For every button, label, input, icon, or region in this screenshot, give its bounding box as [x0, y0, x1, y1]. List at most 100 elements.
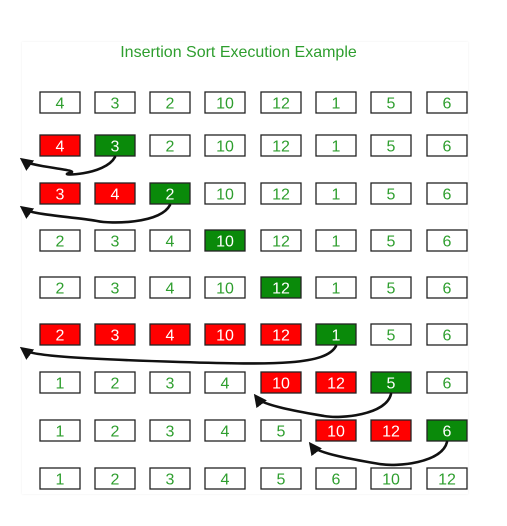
array-cell: 6	[315, 467, 357, 490]
cell-value: 3	[166, 376, 175, 393]
array-row: 3 4 2 10 12 1 5 6	[39, 182, 468, 205]
array-cell-box	[39, 91, 81, 114]
shifted-cell-box	[94, 182, 136, 205]
array-cell: 2	[94, 467, 136, 490]
cell-value: 5	[387, 139, 396, 156]
key-cell-box	[260, 276, 302, 299]
array-cell: 5	[370, 276, 412, 299]
cell-value: 3	[166, 424, 175, 441]
array-cell-box	[260, 91, 302, 114]
array-cell-box	[426, 467, 468, 490]
cell-value: 5	[387, 281, 396, 298]
array-cell: 1	[315, 91, 357, 114]
key-cell: 10	[204, 229, 246, 252]
array-cell-box	[39, 276, 81, 299]
shifted-cell-box	[39, 323, 81, 346]
array-cell: 3	[149, 419, 191, 442]
array-cell: 5	[370, 229, 412, 252]
cell-value: 5	[387, 187, 396, 204]
key-cell-box	[204, 229, 246, 252]
cell-value: 3	[111, 96, 120, 113]
cell-value: 2	[111, 472, 120, 489]
array-cell: 6	[426, 323, 468, 346]
cell-value: 5	[277, 472, 286, 489]
array-cell: 1	[39, 371, 81, 394]
array-cell: 2	[94, 419, 136, 442]
array-cell: 3	[94, 91, 136, 114]
cell-value: 12	[272, 96, 290, 113]
shift-arrow	[19, 155, 117, 176]
array-cell: 3	[149, 467, 191, 490]
shifted-cell: 12	[370, 419, 412, 442]
cell-value: 12	[272, 234, 290, 251]
array-cell-box	[370, 91, 412, 114]
cell-value: 6	[443, 96, 452, 113]
shifted-cell: 3	[39, 182, 81, 205]
cell-value: 2	[166, 96, 175, 113]
array-cell: 10	[204, 276, 246, 299]
array-cell: 2	[39, 276, 81, 299]
array-cell: 12	[260, 134, 302, 157]
key-cell: 12	[260, 276, 302, 299]
array-cell: 10	[204, 182, 246, 205]
array-cell: 1	[39, 467, 81, 490]
cell-value: 5	[387, 96, 396, 113]
array-cell: 6	[426, 182, 468, 205]
array-cell: 5	[370, 323, 412, 346]
array-cell: 1	[39, 419, 81, 442]
array-cell-box	[315, 229, 357, 252]
array-cell-box	[315, 134, 357, 157]
array-cell-box	[94, 276, 136, 299]
array-cell-box	[370, 134, 412, 157]
array-cell: 5	[370, 91, 412, 114]
array-cell: 4	[149, 229, 191, 252]
cell-value: 4	[166, 328, 175, 345]
cell-value: 6	[443, 424, 452, 441]
array-cell-box	[426, 182, 468, 205]
array-cell-box	[315, 182, 357, 205]
array-cell-box	[94, 419, 136, 442]
array-cell-box	[426, 91, 468, 114]
array-cell-box	[426, 323, 468, 346]
array-cell-box	[260, 134, 302, 157]
array-cell-box	[315, 467, 357, 490]
array-cell: 2	[94, 371, 136, 394]
cell-value: 10	[216, 96, 234, 113]
cell-value: 1	[56, 472, 65, 489]
array-cell: 12	[260, 91, 302, 114]
cell-value: 2	[56, 234, 65, 251]
cell-value: 12	[438, 472, 456, 489]
array-cell-box	[370, 323, 412, 346]
array-row: 4 3 2 10 12 1 5 6	[39, 134, 468, 157]
array-cell-box	[204, 371, 246, 394]
array-cell-box	[370, 229, 412, 252]
cell-value: 5	[387, 376, 396, 393]
array-cell-box	[260, 467, 302, 490]
array-cell-box	[39, 467, 81, 490]
array-cell-box	[370, 467, 412, 490]
array-cell-box	[94, 467, 136, 490]
array-cell: 5	[260, 467, 302, 490]
cell-value: 10	[216, 328, 234, 345]
array-cell-box	[94, 371, 136, 394]
cell-value: 6	[443, 281, 452, 298]
array-cell-box	[260, 182, 302, 205]
cell-value: 10	[327, 424, 345, 441]
cell-value: 4	[221, 376, 230, 393]
shifted-cell: 4	[149, 323, 191, 346]
cell-value: 2	[56, 281, 65, 298]
cell-value: 1	[56, 424, 65, 441]
cell-value: 12	[272, 187, 290, 204]
array-cell: 6	[426, 229, 468, 252]
shifted-cell: 3	[94, 323, 136, 346]
array-cell-box	[149, 419, 191, 442]
cell-value: 2	[56, 328, 65, 345]
cell-value: 3	[111, 234, 120, 251]
array-cell-box	[260, 229, 302, 252]
cell-value: 1	[332, 139, 341, 156]
shifted-cell-box	[315, 371, 357, 394]
array-cell: 3	[94, 276, 136, 299]
array-row: 1 2 3 4 5 6 10 12	[39, 467, 468, 490]
diagram-title: Insertion Sort Execution Example	[120, 44, 357, 61]
